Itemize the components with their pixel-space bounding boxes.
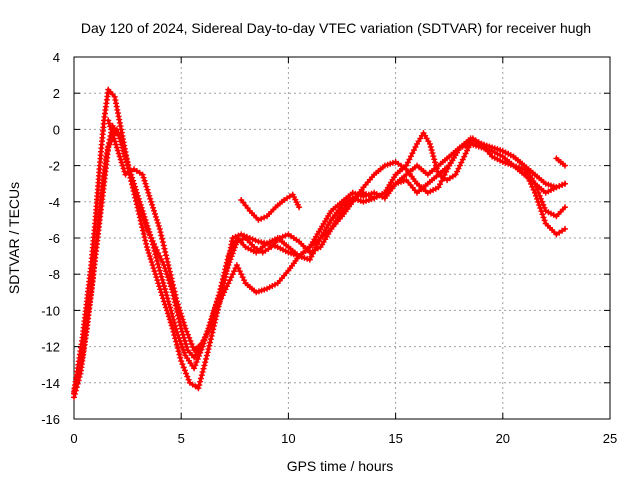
y-tick-label: 2 (53, 86, 60, 101)
series-line (72, 124, 567, 399)
series-markers (71, 122, 568, 401)
series-group (71, 86, 568, 401)
x-tick-label: 0 (70, 431, 77, 446)
x-tick-label: 25 (603, 431, 617, 446)
grid (74, 57, 610, 419)
x-tick-label: 20 (496, 431, 510, 446)
series-pass-4 (105, 117, 568, 354)
series-markers (238, 191, 303, 223)
y-tick-label: -12 (41, 340, 60, 355)
series-pass-3 (71, 126, 568, 397)
y-tick-label: -8 (48, 267, 60, 282)
series-pass-6 (553, 155, 568, 169)
chart-title: Day 120 of 2024, Sidereal Day-to-day VTE… (81, 20, 591, 36)
y-tick-label: -10 (41, 303, 60, 318)
y-tick-label: -2 (48, 159, 60, 174)
y-tick-label: -16 (41, 412, 60, 427)
series-markers (71, 126, 568, 397)
y-tick-label: -4 (48, 195, 60, 210)
x-tick-label: 10 (281, 431, 295, 446)
x-tick-label: 15 (388, 431, 402, 446)
y-tick-label: -14 (41, 376, 60, 391)
series-pass-2 (71, 122, 568, 401)
x-axis-label: GPS time / hours (287, 458, 394, 474)
series-markers (105, 117, 568, 354)
series-pass-5 (238, 191, 303, 223)
y-tick-label: 0 (53, 122, 60, 137)
y-tick-label: 4 (53, 50, 60, 65)
series-line (72, 127, 567, 396)
x-tick-label: 5 (178, 431, 185, 446)
y-axis-label: SDTVAR / TECUs (6, 182, 22, 294)
series-markers (553, 155, 568, 169)
y-tick-label: -6 (48, 231, 60, 246)
